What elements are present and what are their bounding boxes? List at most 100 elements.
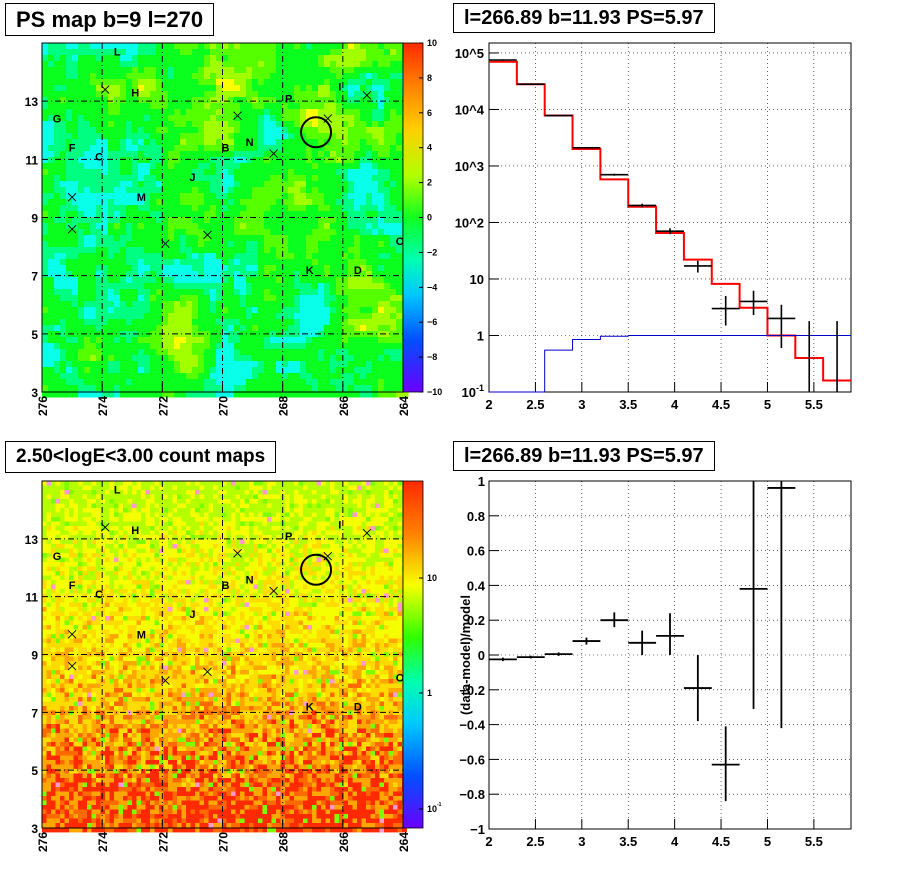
heatmap-cell xyxy=(73,494,79,500)
colorbar-tick-label: −4 xyxy=(427,282,437,292)
heatmap-cell xyxy=(228,247,235,254)
heatmap-cell xyxy=(72,49,79,56)
heatmap-cell xyxy=(228,193,235,200)
heatmap-cell xyxy=(360,235,367,242)
heatmap-cell xyxy=(306,379,313,386)
heatmap-cell xyxy=(216,67,223,74)
heatmap-cell xyxy=(168,289,175,296)
heatmap-cell xyxy=(372,163,379,170)
heatmap-cell xyxy=(334,535,340,540)
heatmap-cell xyxy=(294,127,301,134)
heatmap-cell xyxy=(54,121,61,128)
heatmap-cell xyxy=(264,115,271,122)
heatmap-cell xyxy=(354,79,361,86)
heatmap-cell xyxy=(217,526,223,531)
heatmap-cell xyxy=(324,73,331,80)
heatmap-cell xyxy=(253,503,259,509)
heatmap-cell xyxy=(96,91,103,98)
heatmap-cell xyxy=(372,133,379,140)
heatmap-cell xyxy=(204,217,211,224)
heatmap-cell xyxy=(234,271,241,278)
heatmap-cell xyxy=(244,503,250,509)
heatmap-cell xyxy=(90,241,97,248)
heatmap-cell xyxy=(222,301,229,308)
heatmap-cell xyxy=(78,187,85,194)
heatmap-cell xyxy=(378,157,385,164)
heatmap-cell xyxy=(54,199,61,206)
heatmap-cell xyxy=(246,265,253,272)
heatmap-cell xyxy=(330,199,337,206)
heatmap-cell xyxy=(372,97,379,104)
y-tick-label: 7 xyxy=(31,270,38,284)
heatmap-cell xyxy=(84,331,91,338)
heatmap-cell xyxy=(120,115,127,122)
heatmap-cell xyxy=(96,307,103,314)
heatmap-cell xyxy=(216,379,223,386)
heatmap-cell xyxy=(180,151,187,158)
heatmap-cell xyxy=(174,97,181,104)
heatmap-cell xyxy=(181,517,187,522)
heatmap-cell xyxy=(312,307,319,314)
heatmap-cell xyxy=(102,235,109,242)
heatmap-cell xyxy=(162,223,169,230)
heatmap-cell xyxy=(54,139,61,146)
heatmap-cell xyxy=(360,367,367,374)
heatmap-cell xyxy=(136,499,142,504)
heatmap-cell xyxy=(321,535,326,540)
heatmap-cell xyxy=(108,145,115,152)
heatmap-cell xyxy=(114,235,121,242)
heatmap-cell xyxy=(343,481,349,486)
heatmap-cell xyxy=(300,319,307,326)
heatmap-cell xyxy=(114,337,121,344)
heatmap-cell xyxy=(162,259,169,266)
heatmap-cell xyxy=(172,494,178,500)
heatmap-cell xyxy=(198,223,205,230)
heatmap-cell xyxy=(192,295,199,302)
heatmap-cell xyxy=(354,187,361,194)
heatmap-cell xyxy=(258,97,265,104)
heatmap-cell xyxy=(55,517,61,522)
heatmap-cell xyxy=(168,319,175,326)
heatmap-cell xyxy=(132,539,137,545)
heatmap-cell xyxy=(267,512,272,518)
heatmap-cell xyxy=(60,521,65,527)
heatmap-cell xyxy=(114,91,121,98)
heatmap-cell xyxy=(60,43,67,50)
heatmap-cell xyxy=(174,319,181,326)
heatmap-cell xyxy=(264,229,271,236)
heatmap-cell xyxy=(150,121,157,128)
heatmap-cell xyxy=(174,187,181,194)
heatmap-cell xyxy=(192,55,199,62)
heatmap-cell xyxy=(120,391,127,398)
heatmap-cell xyxy=(84,169,91,176)
heatmap-cell xyxy=(186,55,193,62)
heatmap-cell xyxy=(208,503,214,509)
heatmap-cell xyxy=(240,512,245,518)
heatmap-cell xyxy=(324,103,331,110)
heatmap-cell xyxy=(276,539,281,545)
heatmap-cell xyxy=(108,385,115,392)
heatmap-cell xyxy=(357,535,362,540)
heatmap-cell xyxy=(48,187,55,194)
heatmap-cell xyxy=(348,331,355,338)
heatmap-cell xyxy=(234,115,241,122)
heatmap-cell xyxy=(154,499,160,504)
heatmap-cell xyxy=(246,355,253,362)
heatmap-cell xyxy=(366,367,373,374)
heatmap-cell xyxy=(342,109,349,116)
heatmap-cell xyxy=(282,91,289,98)
heatmap-cell xyxy=(339,481,344,486)
x-tick-label: 274 xyxy=(96,396,110,416)
heatmap-cell xyxy=(48,61,55,68)
heatmap-cell xyxy=(168,277,175,284)
heatmap-cell xyxy=(100,490,106,495)
heatmap-cell xyxy=(96,61,103,68)
heatmap-cell xyxy=(108,313,115,320)
heatmap-cell xyxy=(144,247,151,254)
heatmap-cell xyxy=(66,55,73,62)
heatmap-cell xyxy=(66,277,73,284)
heatmap-cell xyxy=(276,361,283,368)
heatmap-cell xyxy=(300,109,307,116)
heatmap-cell xyxy=(162,127,169,134)
